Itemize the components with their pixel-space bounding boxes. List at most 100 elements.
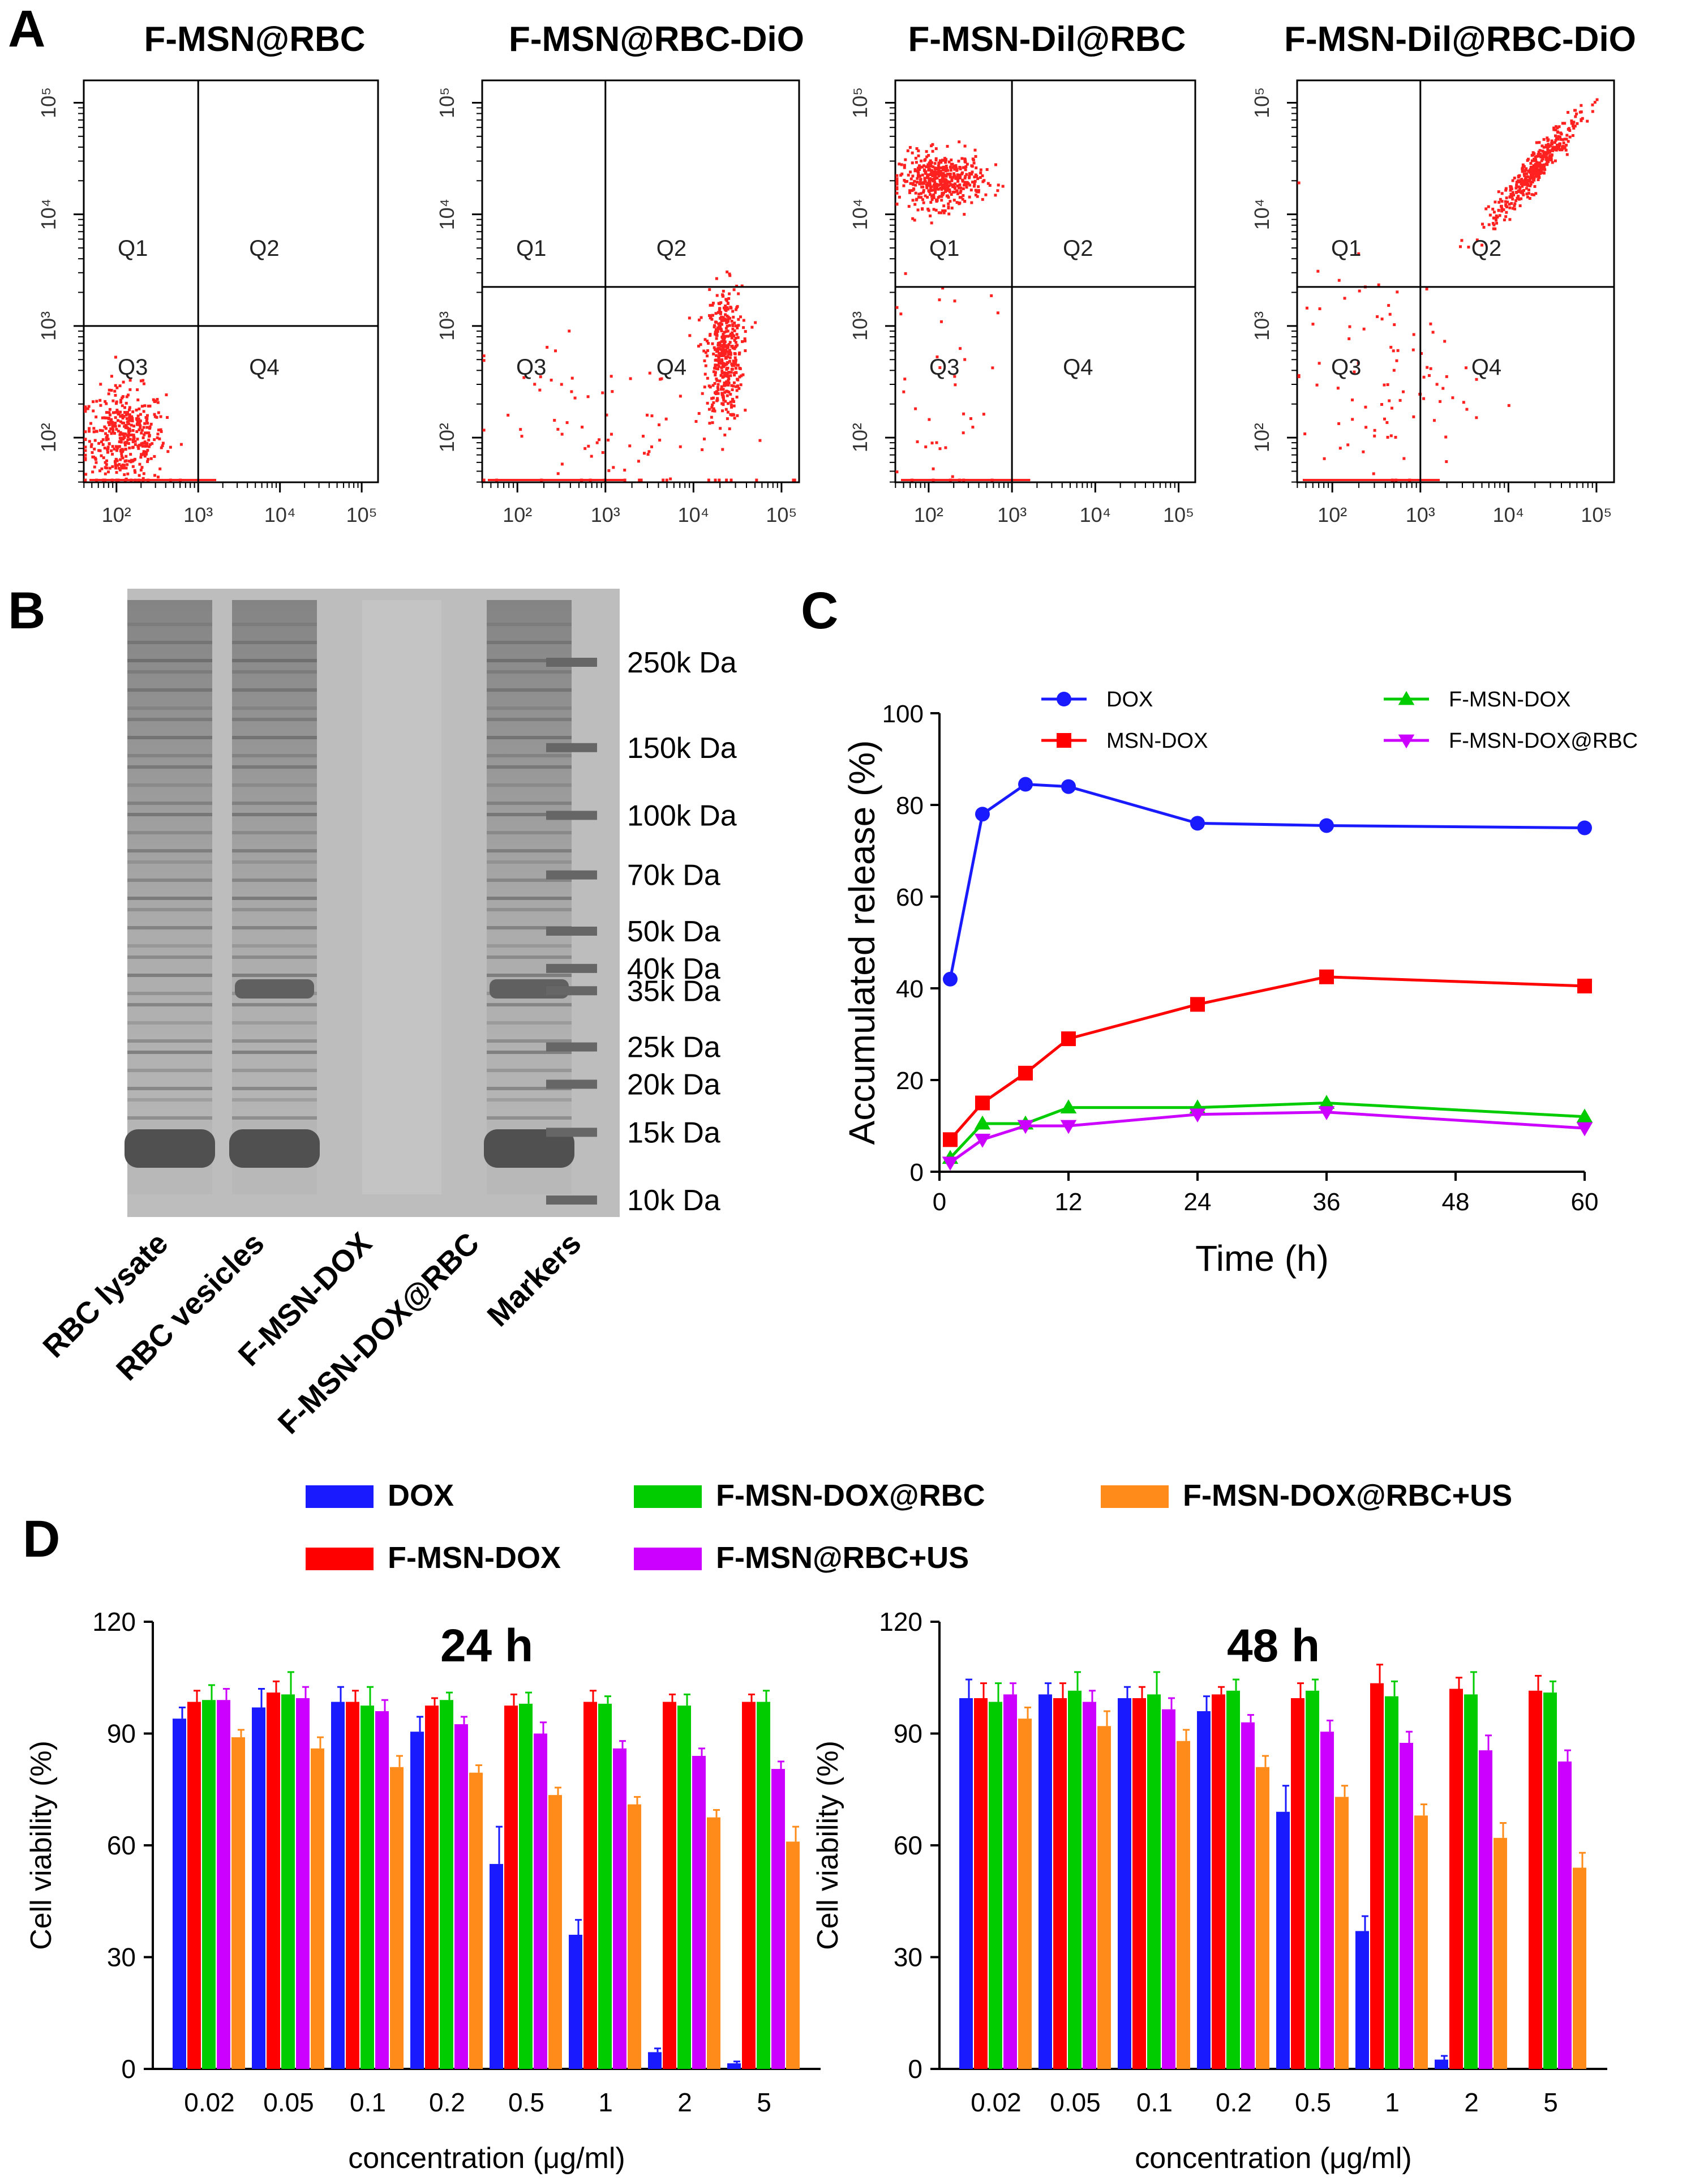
gel-lane-band-faint (127, 623, 212, 626)
gel-lane-band-faint (487, 1021, 572, 1025)
flow-event-dot (637, 460, 640, 463)
flow-event-dot (1487, 223, 1491, 226)
flow-event-dot (727, 381, 731, 384)
viability-panel-title: 48 h (1227, 1620, 1320, 1672)
flow-event-dot (1500, 200, 1504, 203)
flow-event-dot (735, 363, 739, 367)
release-point (1018, 1065, 1033, 1081)
flow-event-dot (1383, 417, 1386, 421)
gel-lane-band-faint (487, 1051, 572, 1054)
flow-event-dot (122, 422, 126, 425)
gel-lane-band-faint (232, 688, 317, 692)
flow-event-dot (723, 363, 727, 367)
flow-event-dot (714, 358, 718, 362)
viability-bar (1558, 1761, 1572, 2069)
flow-event-dot (1445, 460, 1448, 464)
flow-event-dot (1551, 149, 1555, 152)
flow-event-dot (108, 430, 111, 433)
flow-event-dot (953, 375, 956, 378)
flow-event-dot (1427, 374, 1431, 377)
gel-lane-band-faint (232, 670, 317, 674)
flow-event-dot (942, 183, 946, 186)
flow-event-dot (1372, 472, 1375, 475)
flow-event-dot (679, 445, 682, 448)
flow-event-dot (84, 473, 88, 476)
flow-event-dot (923, 177, 926, 180)
gel-marker-label: 40k Da (627, 953, 720, 985)
flow-event-dot (1561, 145, 1564, 149)
release-x-label: Time (h) (1195, 1238, 1329, 1279)
viability-bar (1370, 1683, 1384, 2069)
flow-event-dot (945, 180, 949, 183)
flow-event-dot (934, 174, 937, 178)
flow-event-dot (1343, 297, 1346, 300)
viability-x-label: concentration (μg/ml) (1135, 2142, 1411, 2175)
flow-event-dot (726, 307, 729, 311)
flow-event-dot (938, 298, 941, 302)
flow-event-dot (1525, 182, 1529, 186)
flow-event-dot (647, 450, 651, 453)
flow-event-dot (729, 413, 732, 416)
flow-event-dot (716, 399, 719, 402)
viability-bar (1147, 1694, 1161, 2069)
flow-event-dot (1495, 217, 1498, 220)
flow-event-dot (721, 376, 724, 379)
viability-bar (1118, 1698, 1131, 2069)
release-legend-label: F-MSN-DOX (1449, 688, 1570, 712)
flow-event-dot (1511, 179, 1514, 182)
viability-category-label: 0.2 (429, 2088, 465, 2117)
flow-event-dot (134, 470, 137, 474)
viability-y-label: Cell viability (%) (25, 1741, 58, 1950)
flow-event-dot (994, 194, 997, 197)
flow-event-dot (950, 177, 954, 181)
flow-event-dot (909, 182, 912, 185)
flow-event-dot (718, 379, 722, 383)
gel-lane-band-faint (127, 974, 212, 977)
flow-event-dot (482, 359, 486, 362)
flow-event-dot (127, 419, 131, 422)
gel-lane-band-faint (232, 623, 317, 626)
flow-quadrant-label: Q4 (656, 355, 686, 380)
flow-event-dot (947, 196, 950, 199)
flow-event-dot (1515, 183, 1518, 187)
flow-y-tick-label: 10² (435, 423, 458, 452)
flow-event-dot (1572, 125, 1575, 128)
flow-event-dot (956, 184, 959, 187)
flow-event-dot (121, 456, 125, 460)
flow-event-dot (1535, 141, 1538, 144)
flow-event-dot (909, 170, 912, 174)
viability-bar (1320, 1732, 1334, 2069)
release-point (1061, 779, 1076, 794)
flow-event-dot (1513, 207, 1517, 211)
flow-event-dot (86, 407, 89, 410)
flow-event-dot (1534, 170, 1538, 174)
flow-event-dot (918, 168, 921, 172)
flow-event-dot (738, 375, 741, 379)
flow-event-dot (932, 188, 935, 192)
flow-event-dot (1520, 182, 1523, 186)
flow-event-dot (731, 388, 734, 392)
flow-event-dot (121, 404, 124, 408)
flow-event-dot (996, 189, 999, 192)
flow-event-dot (954, 177, 958, 180)
flow-event-dot (669, 477, 672, 481)
flow-event-dot (914, 191, 917, 195)
flow-event-dot (720, 369, 724, 372)
flow-event-dot (1432, 419, 1436, 422)
flow-event-dot (1508, 203, 1511, 206)
flow-event-dot (107, 470, 110, 474)
viability-bar (202, 1700, 216, 2069)
flow-event-dot (93, 456, 97, 460)
flow-event-dot (925, 150, 928, 153)
flow-event-dot (610, 375, 613, 378)
flow-event-dot (130, 415, 134, 418)
flow-event-dot (985, 168, 989, 172)
viability-x-label: concentration (μg/ml) (348, 2142, 625, 2175)
flow-event-dot (924, 170, 928, 173)
flow-event-dot (103, 425, 106, 429)
flow-event-dot (924, 180, 927, 183)
flow-event-dot (586, 395, 590, 399)
flow-event-dot (702, 349, 706, 353)
flow-event-dot (122, 436, 126, 439)
